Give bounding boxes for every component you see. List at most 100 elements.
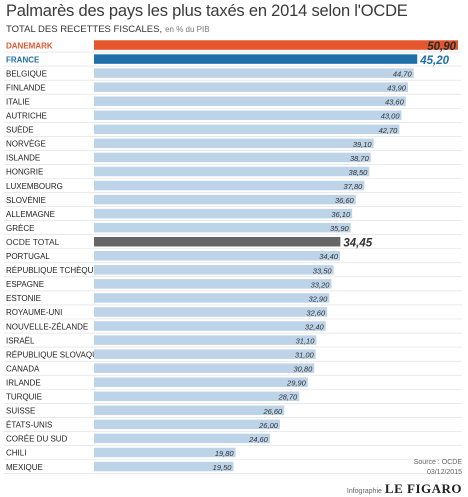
category-label-allemagne: ALLEMAGNE [6, 210, 55, 219]
category-label-israel: ISRAËL [6, 336, 35, 345]
category-label-irlande: IRLANDE [6, 378, 41, 387]
bar-republique-tcheque [94, 265, 334, 275]
category-label-canada: CANADA [6, 364, 40, 373]
category-label-grece: GRÈCE [6, 224, 34, 233]
bar-allemagne [94, 208, 353, 219]
value-label-islande: 38,70 [350, 154, 370, 163]
category-label-mexique: MEXIQUE [6, 463, 43, 472]
category-label-hongrie: HONGRIE [6, 168, 43, 177]
bar-france [94, 54, 418, 64]
bar-autriche [94, 110, 402, 121]
subtitle-text: TOTAL DES RECETTES FISCALES, [6, 24, 163, 35]
value-label-mexique: 19,50 [213, 463, 233, 472]
category-label-republique-slovaque: RÉPUBLIQUE SLOVAQUE [6, 350, 103, 359]
category-label-autriche: AUTRICHE [6, 112, 47, 121]
value-label-canada: 30,80 [293, 365, 313, 374]
value-label-hongrie: 38,50 [349, 168, 369, 177]
category-label-portugal: PORTUGAL [6, 252, 50, 261]
bar-suisse [94, 405, 285, 416]
category-label-nouvelle-zelande: NOUVELLE-ZÉLANDE [6, 322, 88, 331]
category-label-belgique: BELGIQUE [6, 69, 47, 78]
credit-line: Infographie LE FIGARO [347, 481, 462, 497]
value-label-france: 45,20 [419, 55, 449, 67]
bar-norvege [94, 138, 374, 149]
bar-espagne [94, 279, 332, 289]
category-label-ocde-total: OCDE TOTAL [6, 237, 60, 247]
bar-israel [94, 335, 317, 345]
chart-title: Palmarès des pays les plus taxés en 2014… [6, 2, 408, 20]
bar-canada [94, 363, 315, 373]
bar-slovenie [94, 194, 356, 205]
value-label-republique-slovaque: 31,00 [295, 351, 315, 360]
value-label-suisse: 26,60 [262, 407, 283, 416]
bar-coree-du-sud [94, 433, 270, 444]
bar-republique-slovaque [94, 349, 316, 359]
category-label-norvege: NORVÈGE [6, 140, 46, 149]
category-label-suisse: SUISSE [6, 407, 35, 416]
category-label-italie: ITALIE [6, 97, 30, 106]
value-label-grece: 35,90 [330, 224, 350, 233]
value-label-ocde-total: 34,45 [343, 237, 372, 249]
value-label-allemagne: 36,10 [331, 210, 351, 219]
value-label-israel: 31,10 [296, 337, 316, 346]
value-label-chili: 19,80 [215, 449, 235, 458]
value-label-etats-unis: 26,00 [258, 421, 279, 430]
bar-mexique [94, 461, 234, 472]
category-label-etats-unis: ÉTATS-UNIS [6, 421, 52, 430]
category-label-islande: ISLANDE [6, 154, 40, 163]
category-label-coree-du-sud: CORÉE DU SUD [6, 435, 68, 444]
value-label-luxembourg: 37,80 [344, 182, 364, 191]
subtitle-unit: en % du PIB [165, 25, 210, 34]
bar-estonie [94, 293, 330, 303]
bar-turquie [94, 391, 300, 402]
category-label-finlande: FINLANDE [6, 83, 46, 92]
bar-danemark [94, 40, 458, 50]
value-label-suede: 42,70 [379, 126, 399, 135]
value-label-espagne: 33,20 [311, 280, 331, 289]
value-label-portugal: 34,40 [319, 252, 339, 261]
bar-belgique [94, 68, 414, 78]
bar-italie [94, 96, 406, 106]
bar-chili [94, 447, 236, 458]
credit-prefix: Infographie [346, 488, 382, 495]
bar-hongrie [94, 166, 370, 177]
category-label-royaume-uni: ROYAUME-UNI [6, 308, 62, 317]
source-date: 03/12/2015 [426, 469, 462, 476]
bar-portugal [94, 251, 341, 261]
bar-nouvelle-zelande [94, 321, 326, 331]
value-label-finlande: 43,90 [387, 84, 407, 93]
bar-royaume-uni [94, 307, 328, 317]
category-label-luxembourg: LUXEMBOURG [6, 182, 63, 191]
bar-suede [94, 124, 400, 135]
value-label-italie: 43,60 [385, 98, 405, 107]
bar-grece [94, 222, 351, 233]
category-label-france: FRANCE [6, 55, 40, 64]
category-label-estonie: ESTONIE [6, 294, 41, 303]
bar-luxembourg [94, 180, 365, 191]
bar-irlande [94, 377, 308, 387]
figaro-logo: LE FIGARO [384, 481, 462, 496]
value-label-coree-du-sud: 24,60 [248, 435, 269, 444]
value-label-royaume-uni: 32,60 [306, 308, 326, 317]
category-label-republique-tcheque: RÉPUBLIQUE TCHÈQUE [6, 266, 99, 275]
category-label-danemark: DANEMARK [6, 41, 53, 50]
bar-islande [94, 152, 371, 163]
category-label-espagne: ESPAGNE [6, 280, 44, 289]
chart-subtitle: TOTAL DES RECETTES FISCALES, en % du PIB [6, 24, 210, 35]
value-label-nouvelle-zelande: 32,40 [305, 322, 325, 331]
value-label-autriche: 43,00 [381, 112, 401, 121]
source-text: Source : OCDE [413, 459, 462, 466]
category-label-slovenie: SLOVÉNIE [6, 196, 46, 205]
value-label-belgique: 44,70 [393, 70, 413, 79]
category-label-turquie: TURQUIE [6, 393, 42, 402]
value-label-turquie: 28,70 [277, 393, 298, 402]
value-label-estonie: 32,90 [308, 294, 328, 303]
value-label-norvege: 39,10 [353, 140, 373, 149]
value-label-irlande: 29,90 [286, 379, 307, 388]
category-label-suede: SUÈDE [6, 126, 34, 135]
bar-finlande [94, 82, 408, 92]
source-note: Source : OCDE 03/12/2015 [414, 458, 462, 478]
value-label-slovenie: 36,60 [335, 196, 355, 205]
bar-etats-unis [94, 419, 280, 430]
